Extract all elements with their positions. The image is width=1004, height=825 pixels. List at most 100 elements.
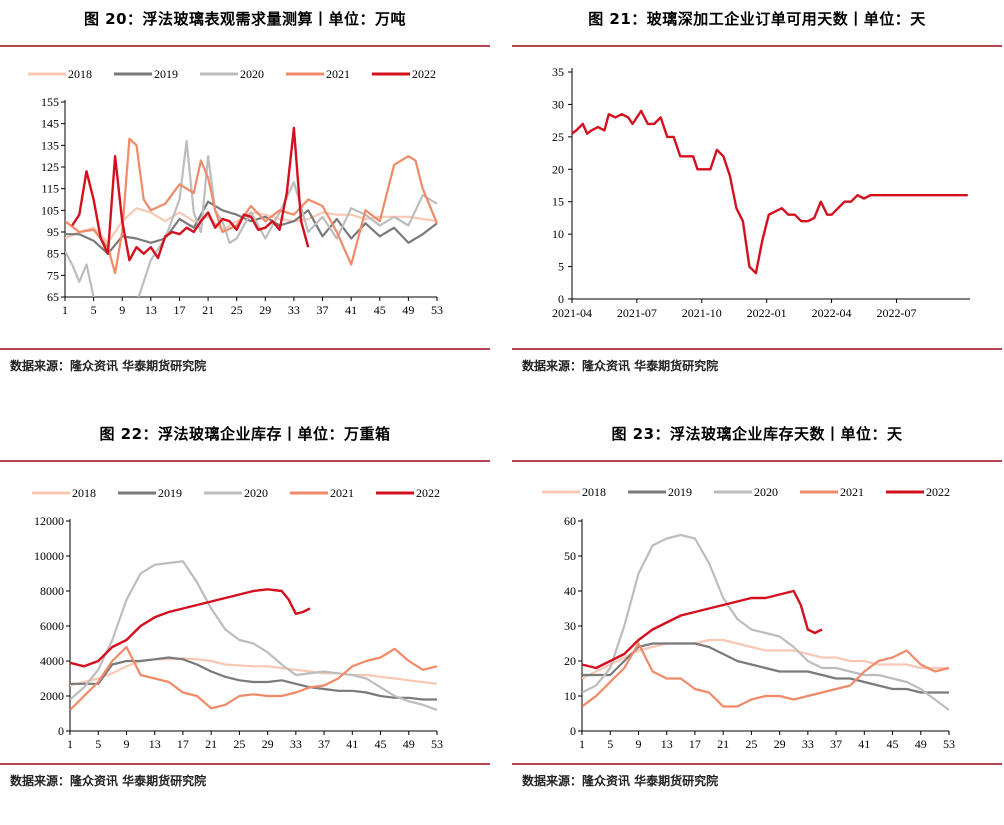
legend-label: 2022 bbox=[416, 486, 440, 500]
y-tick-label: 5 bbox=[558, 260, 564, 274]
chart-fig21: 0 5 10 15 20 25 30 35 2021-04 2021-07 2021-10 2022-… bbox=[552, 65, 970, 320]
x-tick-label: 1 bbox=[579, 737, 585, 751]
legend-label: 2021 bbox=[326, 67, 350, 81]
x-tick-label: 37 bbox=[318, 737, 330, 751]
y-tick-label: 60 bbox=[564, 514, 576, 528]
chart-title: 图 23：浮法玻璃企业库存天数丨单位：天 bbox=[611, 425, 903, 443]
x-tick-label: 45 bbox=[887, 737, 899, 751]
x-tick-label: 37 bbox=[830, 737, 842, 751]
series-line-2020 bbox=[65, 139, 438, 297]
x-tick-label: 33 bbox=[288, 303, 300, 317]
y-tick-label: 20 bbox=[552, 162, 564, 176]
y-tick-label: 115 bbox=[41, 182, 59, 196]
x-tick-label: 41 bbox=[345, 303, 357, 317]
y-tick-label: 8000 bbox=[40, 584, 64, 598]
x-tick-label: 9 bbox=[123, 737, 129, 751]
source-note: 数据来源：隆众资讯 华泰期货研究院 bbox=[10, 774, 207, 788]
series-line-2021 bbox=[65, 137, 439, 275]
legend-label: 2022 bbox=[412, 67, 436, 81]
x-tick-label: 29 bbox=[259, 303, 271, 317]
chart-title: 图 22：浮法玻璃企业库存丨单位：万重箱 bbox=[99, 425, 391, 443]
plot-area bbox=[65, 126, 439, 297]
y-tick-label: 6000 bbox=[40, 619, 64, 633]
y-tick-label: 10 bbox=[564, 689, 576, 703]
legend-label: 2018 bbox=[582, 485, 606, 499]
footer-rule bbox=[512, 763, 1002, 765]
x-tick-label: 25 bbox=[233, 737, 245, 751]
y-tick-label: 12000 bbox=[34, 514, 64, 528]
series-line-2022 bbox=[70, 588, 311, 668]
x-tick-label: 21 bbox=[202, 303, 214, 317]
x-tick-label: 41 bbox=[858, 737, 870, 751]
legend-label: 2020 bbox=[240, 67, 264, 81]
y-tick-label: 50 bbox=[564, 549, 576, 563]
x-tick-label: 33 bbox=[290, 737, 302, 751]
footer-rule bbox=[512, 348, 1002, 350]
title-rule bbox=[0, 45, 490, 47]
series-line-2019 bbox=[65, 200, 438, 255]
x-tick-label: 49 bbox=[403, 737, 415, 751]
x-tick-label: 25 bbox=[745, 737, 757, 751]
x-tick-label: 2022-04 bbox=[812, 306, 852, 320]
legend-label: 2019 bbox=[668, 485, 692, 499]
x-tick-label: 21 bbox=[205, 737, 217, 751]
chart-fig22: 2018 2019 2020 2021 2022 0 2000 4000 6000 8000 100… bbox=[32, 486, 443, 751]
source-note: 数据来源：隆众资讯 华泰期货研究院 bbox=[522, 774, 719, 788]
legend-label: 2020 bbox=[754, 485, 778, 499]
y-tick-label: 20 bbox=[564, 654, 576, 668]
x-tick-label: 13 bbox=[661, 737, 673, 751]
y-tick-label: 145 bbox=[41, 117, 59, 131]
x-tick-label: 5 bbox=[95, 737, 101, 751]
legend-label: 2022 bbox=[926, 485, 950, 499]
legend-label: 2018 bbox=[72, 486, 96, 500]
y-tick-label: 125 bbox=[41, 160, 59, 174]
title-rule bbox=[0, 460, 490, 462]
title-rule bbox=[512, 45, 1002, 47]
x-tick-label: 41 bbox=[346, 737, 358, 751]
x-tick-label: 17 bbox=[173, 303, 185, 317]
x-tick-label: 2021-04 bbox=[552, 306, 592, 320]
x-tick-label: 9 bbox=[635, 737, 641, 751]
legend-label: 2019 bbox=[154, 67, 178, 81]
x-tick-label: 21 bbox=[717, 737, 729, 751]
panel-fig20: 图 20：浮法玻璃表观需求量测算丨单位：万吨 2018 2019 2020 2021 2… bbox=[0, 0, 490, 400]
y-tick-label: 0 bbox=[58, 724, 64, 738]
y-tick-label: 65 bbox=[47, 290, 59, 304]
x-tick-label: 2022-07 bbox=[876, 306, 916, 320]
legend-label: 2021 bbox=[330, 486, 354, 500]
legend-label: 2018 bbox=[68, 67, 92, 81]
x-tick-label: 29 bbox=[774, 737, 786, 751]
footer-rule bbox=[0, 348, 490, 350]
y-tick-label: 95 bbox=[47, 225, 59, 239]
y-tick-label: 0 bbox=[558, 292, 564, 306]
y-tick-label: 0 bbox=[570, 724, 576, 738]
y-tick-label: 30 bbox=[564, 619, 576, 633]
series-line-2021 bbox=[70, 645, 438, 711]
source-note: 数据来源：隆众资讯 华泰期货研究院 bbox=[522, 359, 719, 373]
x-tick-label: 53 bbox=[943, 737, 955, 751]
x-tick-label: 2021-10 bbox=[682, 306, 722, 320]
chart-title: 图 20：浮法玻璃表观需求量测算丨单位：万吨 bbox=[83, 10, 407, 28]
y-tick-label: 105 bbox=[41, 203, 59, 217]
x-tick-label: 17 bbox=[689, 737, 701, 751]
series-line-order-days bbox=[571, 109, 968, 275]
chart-fig23: 2018 2019 2020 2021 2022 0 10 20 30 40 50 60 1 5 9 13 17… bbox=[542, 485, 955, 751]
legend-label: 2021 bbox=[840, 485, 864, 499]
x-tick-label: 9 bbox=[119, 303, 125, 317]
y-tick-label: 155 bbox=[41, 95, 59, 109]
x-tick-label: 25 bbox=[231, 303, 243, 317]
x-tick-label: 29 bbox=[262, 737, 274, 751]
series-line-2021 bbox=[582, 642, 950, 708]
series-line-2022 bbox=[71, 126, 310, 262]
x-tick-label: 33 bbox=[802, 737, 814, 751]
plot-area bbox=[582, 533, 950, 711]
legend-label: 2019 bbox=[158, 486, 182, 500]
y-tick-label: 10 bbox=[552, 227, 564, 241]
y-tick-label: 25 bbox=[552, 130, 564, 144]
x-tick-label: 53 bbox=[431, 303, 443, 317]
x-tick-label: 13 bbox=[149, 737, 161, 751]
x-tick-label: 13 bbox=[145, 303, 157, 317]
x-tick-label: 5 bbox=[607, 737, 613, 751]
chart-fig20: 2018 2019 2020 2021 202265758595105115125135… bbox=[28, 67, 443, 317]
x-tick-label: 17 bbox=[177, 737, 189, 751]
